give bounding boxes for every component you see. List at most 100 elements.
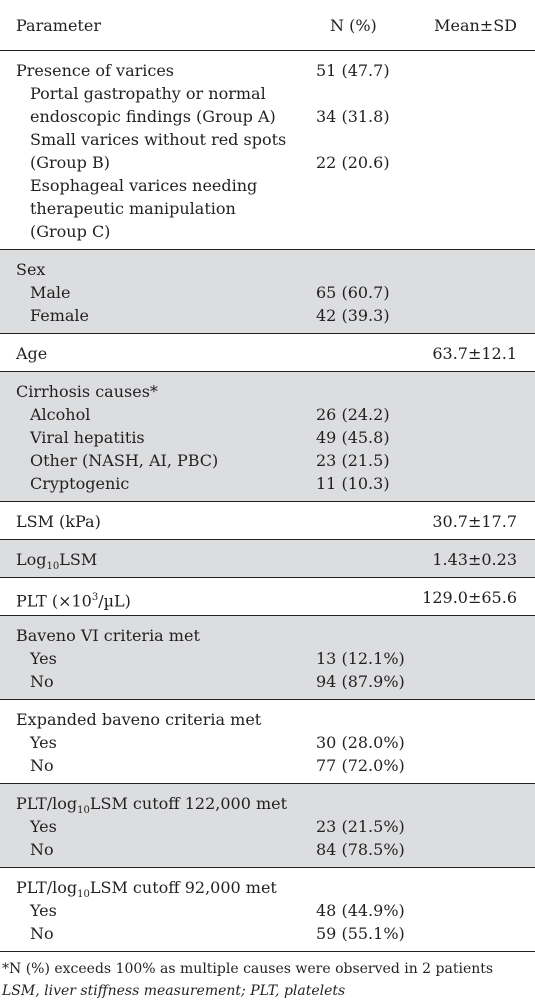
- cell-parameter: Expanded baveno criteria met: [16, 710, 262, 729]
- table-section: LSM (kPa) 30.7±17.7: [0, 502, 535, 540]
- cell-parameter: (Group B): [30, 153, 110, 172]
- cell-parameter: No: [30, 756, 54, 775]
- table-section: PLT (×103/µL) 129.0±65.6: [0, 578, 535, 616]
- table-row: Sex: [0, 258, 535, 281]
- cell-n-percent: 65 (60.7): [316, 283, 390, 302]
- table-row: Viral hepatitis 49 (45.8): [0, 426, 535, 449]
- table-row: endoscopic findings (Group A) 34 (31.8): [0, 105, 535, 128]
- table-body: Presence of varices 51 (47.7) Portal gastr…: [0, 51, 535, 952]
- cell-parameter: Viral hepatitis: [30, 428, 145, 447]
- table-section: Expanded baveno criteria met Yes 30 (28.0%…: [0, 700, 535, 784]
- cell-parameter: Yes: [30, 817, 57, 836]
- header-parameter: Parameter: [16, 15, 101, 35]
- cell-parameter: Sex: [16, 260, 46, 279]
- cell-parameter: Yes: [30, 733, 57, 752]
- table-row: Portal gastropathy or normal: [0, 82, 535, 105]
- table-row: Yes 48 (44.9%): [0, 899, 535, 922]
- footnote-abbreviations: LSM, liver stiffness measurement; PLT, p…: [2, 983, 346, 999]
- cell-parameter: PLT/log10LSM cutoff 92,000 met: [16, 878, 277, 901]
- cell-n-percent: 30 (28.0%): [316, 733, 405, 752]
- footnote-asterisk: *N (%) exceeds 100% as multiple causes w…: [2, 961, 494, 977]
- table-row: Other (NASH, AI, PBC) 23 (21.5): [0, 449, 535, 472]
- cell-parameter: No: [30, 840, 54, 859]
- cell-mean-sd: 1.43±0.23: [432, 550, 517, 569]
- table-row: PLT/log10LSM cutoff 92,000 met: [0, 876, 535, 900]
- cell-parameter: PLT (×103/µL): [16, 591, 131, 611]
- cell-n-percent: 94 (87.9%): [316, 672, 405, 691]
- table-row: Cirrhosis causes*: [0, 380, 535, 403]
- cell-n-percent: 49 (45.8): [316, 428, 390, 447]
- cell-parameter: No: [30, 672, 54, 691]
- table-section: Cirrhosis causes* Alcohol 26 (24.2) Viral h…: [0, 372, 535, 502]
- cell-n-percent: 84 (78.5%): [316, 840, 405, 859]
- cell-parameter: Portal gastropathy or normal: [30, 84, 266, 103]
- table-section: Age 63.7±12.1: [0, 334, 535, 372]
- cell-parameter: No: [30, 924, 54, 943]
- cell-parameter: Yes: [30, 649, 57, 668]
- header-mean-sd: Mean±SD: [434, 15, 517, 35]
- table-row: (Group C): [0, 220, 535, 243]
- cell-parameter: Other (NASH, AI, PBC): [30, 451, 219, 470]
- cell-n-percent: 11 (10.3): [316, 474, 390, 493]
- cell-mean-sd: 30.7±17.7: [432, 512, 517, 531]
- cell-n-percent: 59 (55.1%): [316, 924, 405, 943]
- cell-parameter: Age: [16, 344, 48, 363]
- table-row: therapeutic manipulation: [0, 197, 535, 220]
- table-row: Yes 13 (12.1%): [0, 647, 535, 670]
- table-row: Male 65 (60.7): [0, 281, 535, 304]
- table-row: Yes 30 (28.0%): [0, 731, 535, 754]
- cell-n-percent: 23 (21.5): [316, 451, 390, 470]
- table-row: (Group B) 22 (20.6): [0, 151, 535, 174]
- table-section: Presence of varices 51 (47.7) Portal gastr…: [0, 51, 535, 250]
- header-n-percent: N (%): [330, 15, 377, 35]
- cell-n-percent: 23 (21.5%): [316, 817, 405, 836]
- table-row: Log10LSM 1.43±0.23: [0, 548, 535, 572]
- cell-parameter: Yes: [30, 901, 57, 920]
- cell-parameter: Presence of varices: [16, 61, 175, 80]
- table-row: Esophageal varices needing: [0, 174, 535, 197]
- cell-n-percent: 22 (20.6): [316, 153, 390, 172]
- cell-parameter: LSM (kPa): [16, 512, 101, 531]
- table-row: PLT/log10LSM cutoff 122,000 met: [0, 792, 535, 816]
- cell-n-percent: 51 (47.7): [316, 61, 390, 80]
- cell-n-percent: 13 (12.1%): [316, 649, 405, 668]
- table-row: No 94 (87.9%): [0, 670, 535, 693]
- table-row: Presence of varices 51 (47.7): [0, 59, 535, 82]
- table-row: No 59 (55.1%): [0, 922, 535, 945]
- table-section: Log10LSM 1.43±0.23: [0, 540, 535, 578]
- cell-n-percent: 42 (39.3): [316, 306, 390, 325]
- table-section: PLT/log10LSM cutoff 122,000 met Yes 23 (21…: [0, 784, 535, 868]
- cell-parameter: Cirrhosis causes*: [16, 382, 158, 401]
- cell-n-percent: 48 (44.9%): [316, 901, 405, 920]
- cell-parameter: Baveno VI criteria met: [16, 626, 200, 645]
- table-row: Alcohol 26 (24.2): [0, 403, 535, 426]
- cell-mean-sd: 63.7±12.1: [432, 344, 517, 363]
- table-row: No 77 (72.0%): [0, 754, 535, 777]
- table-section: Baveno VI criteria met Yes 13 (12.1%) No 94 …: [0, 616, 535, 700]
- table-row: LSM (kPa) 30.7±17.7: [0, 510, 535, 533]
- table-section: Sex Male 65 (60.7) Female 42 (39.3): [0, 250, 535, 334]
- cell-parameter: Cryptogenic: [30, 474, 130, 493]
- table-row: Cryptogenic 11 (10.3): [0, 472, 535, 495]
- table-row: Female 42 (39.3): [0, 304, 535, 327]
- table-header: Parameter N (%) Mean±SD: [0, 0, 535, 51]
- cell-parameter: Log10LSM: [16, 550, 98, 573]
- cell-parameter: PLT/log10LSM cutoff 122,000 met: [16, 794, 288, 817]
- table-row: Yes 23 (21.5%): [0, 815, 535, 838]
- table-section: PLT/log10LSM cutoff 92,000 met Yes 48 (44.…: [0, 868, 535, 952]
- cell-parameter: Male: [30, 283, 71, 302]
- table-row: Expanded baveno criteria met: [0, 708, 535, 731]
- cell-n-percent: 26 (24.2): [316, 405, 390, 424]
- cell-n-percent: 77 (72.0%): [316, 756, 405, 775]
- table-row: PLT (×103/µL) 129.0±65.6: [0, 586, 535, 611]
- cell-parameter: therapeutic manipulation: [30, 199, 236, 218]
- table-row: Age 63.7±12.1: [0, 342, 535, 365]
- cell-n-percent: 34 (31.8): [316, 107, 390, 126]
- cell-parameter: Small varices without red spots: [30, 130, 287, 149]
- table-row: No 84 (78.5%): [0, 838, 535, 861]
- table-row: Baveno VI criteria met: [0, 624, 535, 647]
- cell-parameter: Esophageal varices needing: [30, 176, 258, 195]
- cell-parameter: Female: [30, 306, 89, 325]
- cell-parameter: (Group C): [30, 222, 111, 241]
- data-table: Parameter N (%) Mean±SD Presence of vari…: [0, 0, 535, 952]
